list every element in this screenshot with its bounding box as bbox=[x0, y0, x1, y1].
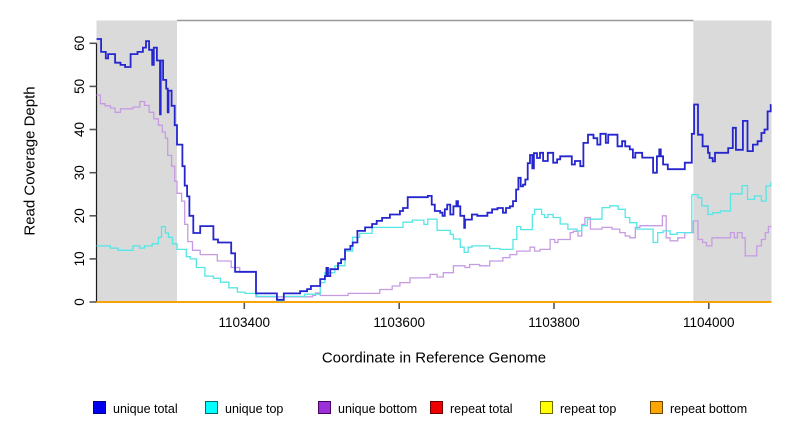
series-unique-total bbox=[96, 38, 772, 301]
legend-item-unique-total: unique total bbox=[93, 401, 178, 416]
series-unique-bottom bbox=[96, 94, 772, 298]
y-tick-label: 0 bbox=[72, 298, 87, 306]
y-tick-label: 50 bbox=[72, 79, 87, 94]
legend-swatch-repeat-bottom bbox=[650, 401, 663, 414]
legend-item-repeat-top: repeat top bbox=[540, 401, 617, 416]
x-tick-label: 1103600 bbox=[373, 315, 425, 330]
legend-swatch-unique-total bbox=[93, 401, 106, 414]
legend-swatch-unique-top bbox=[205, 401, 218, 414]
legend-label: unique total bbox=[113, 402, 178, 416]
y-tick-label: 20 bbox=[72, 208, 87, 223]
legend-item-unique-bottom: unique bottom bbox=[318, 401, 418, 416]
y-tick-label: 30 bbox=[72, 165, 87, 180]
y-tick-label: 10 bbox=[72, 251, 87, 266]
legend-label: repeat total bbox=[450, 402, 513, 416]
repeat-region-shading bbox=[693, 20, 772, 302]
legend-swatch-unique-bottom bbox=[318, 401, 331, 414]
series-unique-top bbox=[96, 182, 772, 302]
x-tick-label: 1103800 bbox=[528, 315, 580, 330]
legend-label: repeat top bbox=[560, 402, 617, 416]
repeat-region-shading bbox=[96, 20, 177, 302]
legend-label: unique bottom bbox=[338, 402, 418, 416]
legend-label: unique top bbox=[225, 402, 284, 416]
x-tick-label: 1104000 bbox=[683, 315, 735, 330]
y-tick-label: 40 bbox=[72, 122, 87, 137]
legend-swatch-repeat-total bbox=[430, 401, 443, 414]
x-tick-label: 1103400 bbox=[219, 315, 271, 330]
y-tick-label: 60 bbox=[72, 36, 87, 51]
x-axis-title: Coordinate in Reference Genome bbox=[321, 349, 547, 367]
legend-item-repeat-bottom: repeat bottom bbox=[650, 401, 748, 416]
legend-item-repeat-total: repeat total bbox=[430, 401, 513, 416]
legend-item-unique-top: unique top bbox=[205, 401, 284, 416]
legend-swatch-repeat-top bbox=[540, 401, 553, 414]
y-axis-title: Read Coverage Depth bbox=[21, 86, 39, 236]
legend-label: repeat bottom bbox=[670, 402, 748, 416]
